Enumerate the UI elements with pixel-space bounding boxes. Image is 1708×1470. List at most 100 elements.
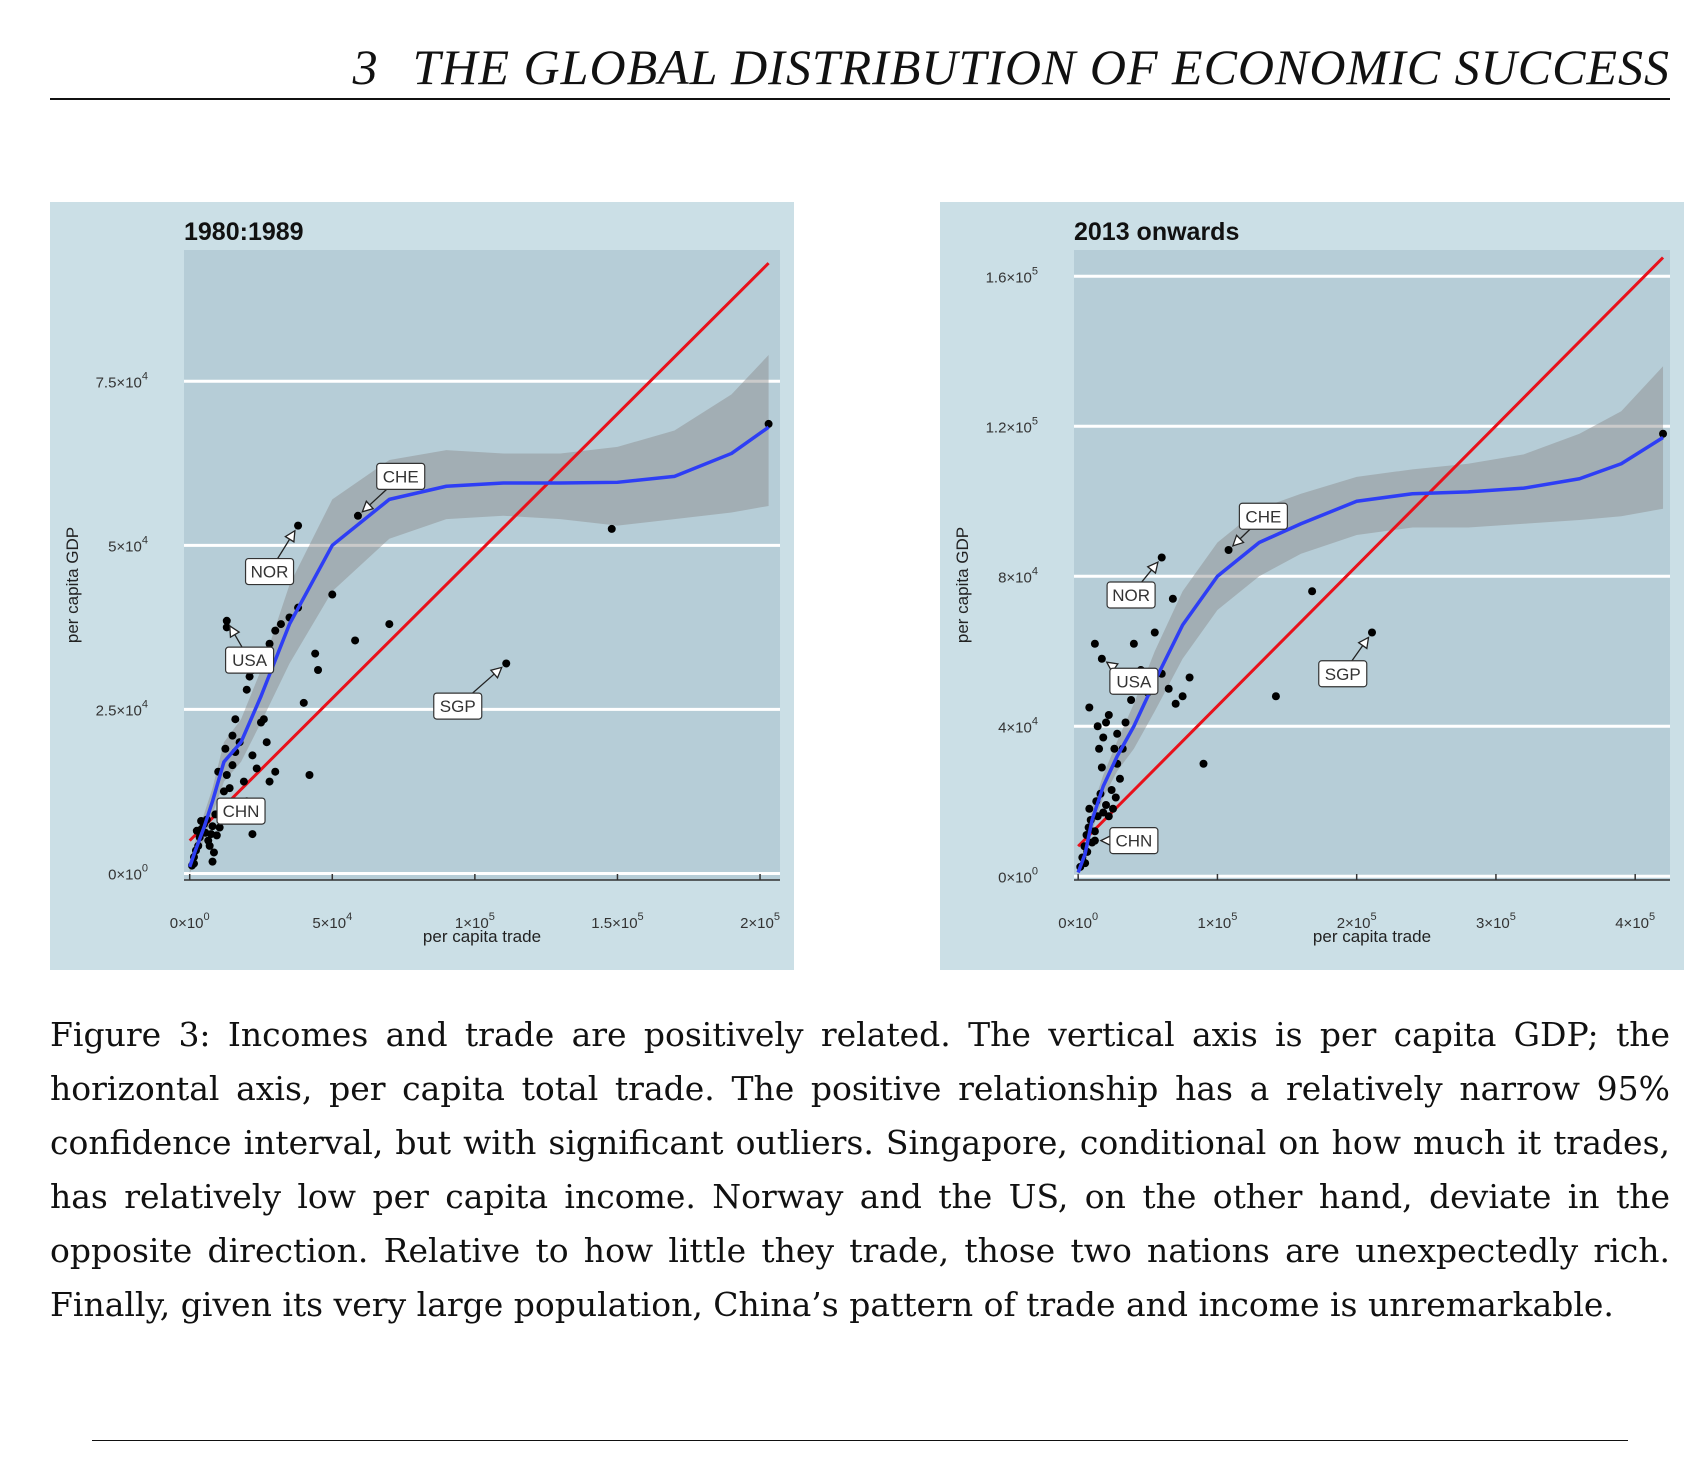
data-point-che	[353, 511, 362, 520]
data-point	[231, 715, 240, 724]
data-point	[239, 777, 248, 786]
annotation-label-usa: USA	[1116, 672, 1152, 691]
y-tick-label: 1.6×105	[986, 265, 1038, 286]
x-tick-label: 2×105	[740, 911, 780, 932]
annotation-box	[244, 557, 295, 586]
identity-line	[188, 262, 770, 842]
annotation-box	[1109, 827, 1159, 855]
data-point	[262, 738, 271, 747]
data-point-sgp	[502, 659, 511, 668]
data-point	[1097, 763, 1106, 772]
x-axis-label: per capita trade	[423, 927, 541, 946]
data-point-outlier	[1659, 429, 1668, 438]
data-point	[1099, 733, 1108, 742]
data-point	[276, 620, 285, 629]
chart-2013-onwards: 0×100 4×104 8×104 1.2×105 1.6×105 0×100 1×105 2…	[940, 202, 1684, 970]
annotation-label-chn: CHN	[223, 802, 260, 821]
chart-title: 1980:1989	[184, 218, 304, 246]
data-point	[1110, 744, 1119, 753]
annotation-arrowhead	[1357, 636, 1370, 650]
annotation-box	[1109, 667, 1159, 695]
annotation-box	[1106, 581, 1156, 609]
identity-line	[1077, 256, 1665, 848]
data-point	[222, 771, 231, 779]
data-point	[1199, 759, 1208, 768]
annotation-label-sgp: SGP	[440, 697, 476, 716]
annotation-label-chn: CHN	[1115, 832, 1152, 851]
data-point	[248, 751, 257, 760]
data-point	[305, 771, 314, 779]
data-point	[1107, 786, 1116, 794]
y-tick-label: 0×100	[998, 865, 1038, 886]
annotation-box	[376, 462, 426, 491]
data-point-outlier	[607, 524, 616, 533]
annotation-label-che: CHE	[1245, 507, 1281, 526]
figure-caption: Figure 3: Incomes and trade are positive…	[50, 1015, 1670, 1324]
y-tick-label: 8×104	[998, 565, 1038, 586]
annotation-arrowhead	[361, 500, 375, 513]
data-point	[252, 764, 261, 773]
annotation-arrowhead	[1146, 561, 1159, 575]
data-point	[208, 857, 217, 866]
data-point	[1104, 711, 1113, 719]
annotation-box	[216, 797, 266, 825]
data-point	[228, 731, 237, 740]
smooth-line	[188, 425, 770, 868]
y-tick-label: 5×104	[108, 534, 148, 555]
data-point-outlier	[1308, 587, 1317, 596]
data-point	[1127, 696, 1136, 704]
data-point	[271, 767, 280, 776]
data-point	[242, 685, 251, 694]
x-tick-label: 5×104	[312, 911, 352, 932]
annotation-arrowhead	[489, 666, 503, 679]
annotation-box	[433, 692, 483, 720]
data-point	[192, 826, 201, 835]
data-point	[328, 590, 337, 599]
header-rule	[50, 98, 1670, 100]
data-point	[259, 715, 268, 724]
annotation-arrowhead	[1231, 534, 1245, 547]
y-tick-label: 0×100	[108, 862, 148, 883]
running-header: 3 THE GLOBAL DISTRIBUTION OF ECONOMIC SUC…	[50, 30, 1670, 100]
data-point	[314, 666, 323, 674]
data-point	[1090, 827, 1099, 836]
annotation-box	[224, 646, 275, 674]
section-heading: 3 THE GLOBAL DISTRIBUTION OF ECONOMIC SUC…	[353, 38, 1670, 96]
data-point	[265, 777, 274, 786]
x-tick-label: 4×105	[1615, 911, 1655, 932]
x-tick-label: 1.5×105	[591, 911, 643, 932]
data-point	[1104, 812, 1113, 821]
data-point	[1085, 804, 1094, 813]
data-point	[265, 639, 274, 648]
data-point	[271, 626, 280, 635]
data-point	[248, 830, 257, 839]
data-point	[1171, 699, 1180, 708]
data-point	[1178, 692, 1187, 701]
data-point	[1102, 801, 1111, 809]
section-title: THE GLOBAL DISTRIBUTION OF ECONOMIC SUCC…	[412, 39, 1670, 95]
smooth-line	[1076, 436, 1664, 874]
data-point	[1164, 684, 1173, 693]
data-point	[1093, 722, 1102, 731]
chart-title: 2013 onwards	[1074, 218, 1239, 246]
data-point	[311, 649, 320, 658]
data-point	[351, 636, 360, 645]
confidence-band	[189, 355, 769, 874]
x-tick-label: 1×105	[455, 911, 495, 932]
data-point	[1102, 718, 1111, 727]
data-point-usa	[222, 616, 231, 625]
plot-background	[1074, 250, 1670, 880]
data-point	[1095, 744, 1104, 753]
chart-svg-right: 0×100 4×104 8×104 1.2×105 1.6×105 0×100 1×105 2…	[940, 202, 1684, 970]
annotation-label-che: CHE	[383, 467, 419, 486]
data-point-chn	[1090, 836, 1099, 845]
x-tick-label: 0×100	[1058, 911, 1098, 932]
data-point	[1113, 729, 1122, 738]
data-point	[228, 761, 237, 770]
confidence-band	[1078, 366, 1664, 877]
data-point	[215, 823, 224, 832]
annotation-label-usa: USA	[232, 651, 268, 670]
data-point	[1129, 639, 1138, 648]
data-point-che	[1224, 546, 1233, 554]
chart-svg-left: 0×100 2.5×104 5×104 7.5×104 0×100 5×104 1×105 1…	[50, 202, 794, 970]
